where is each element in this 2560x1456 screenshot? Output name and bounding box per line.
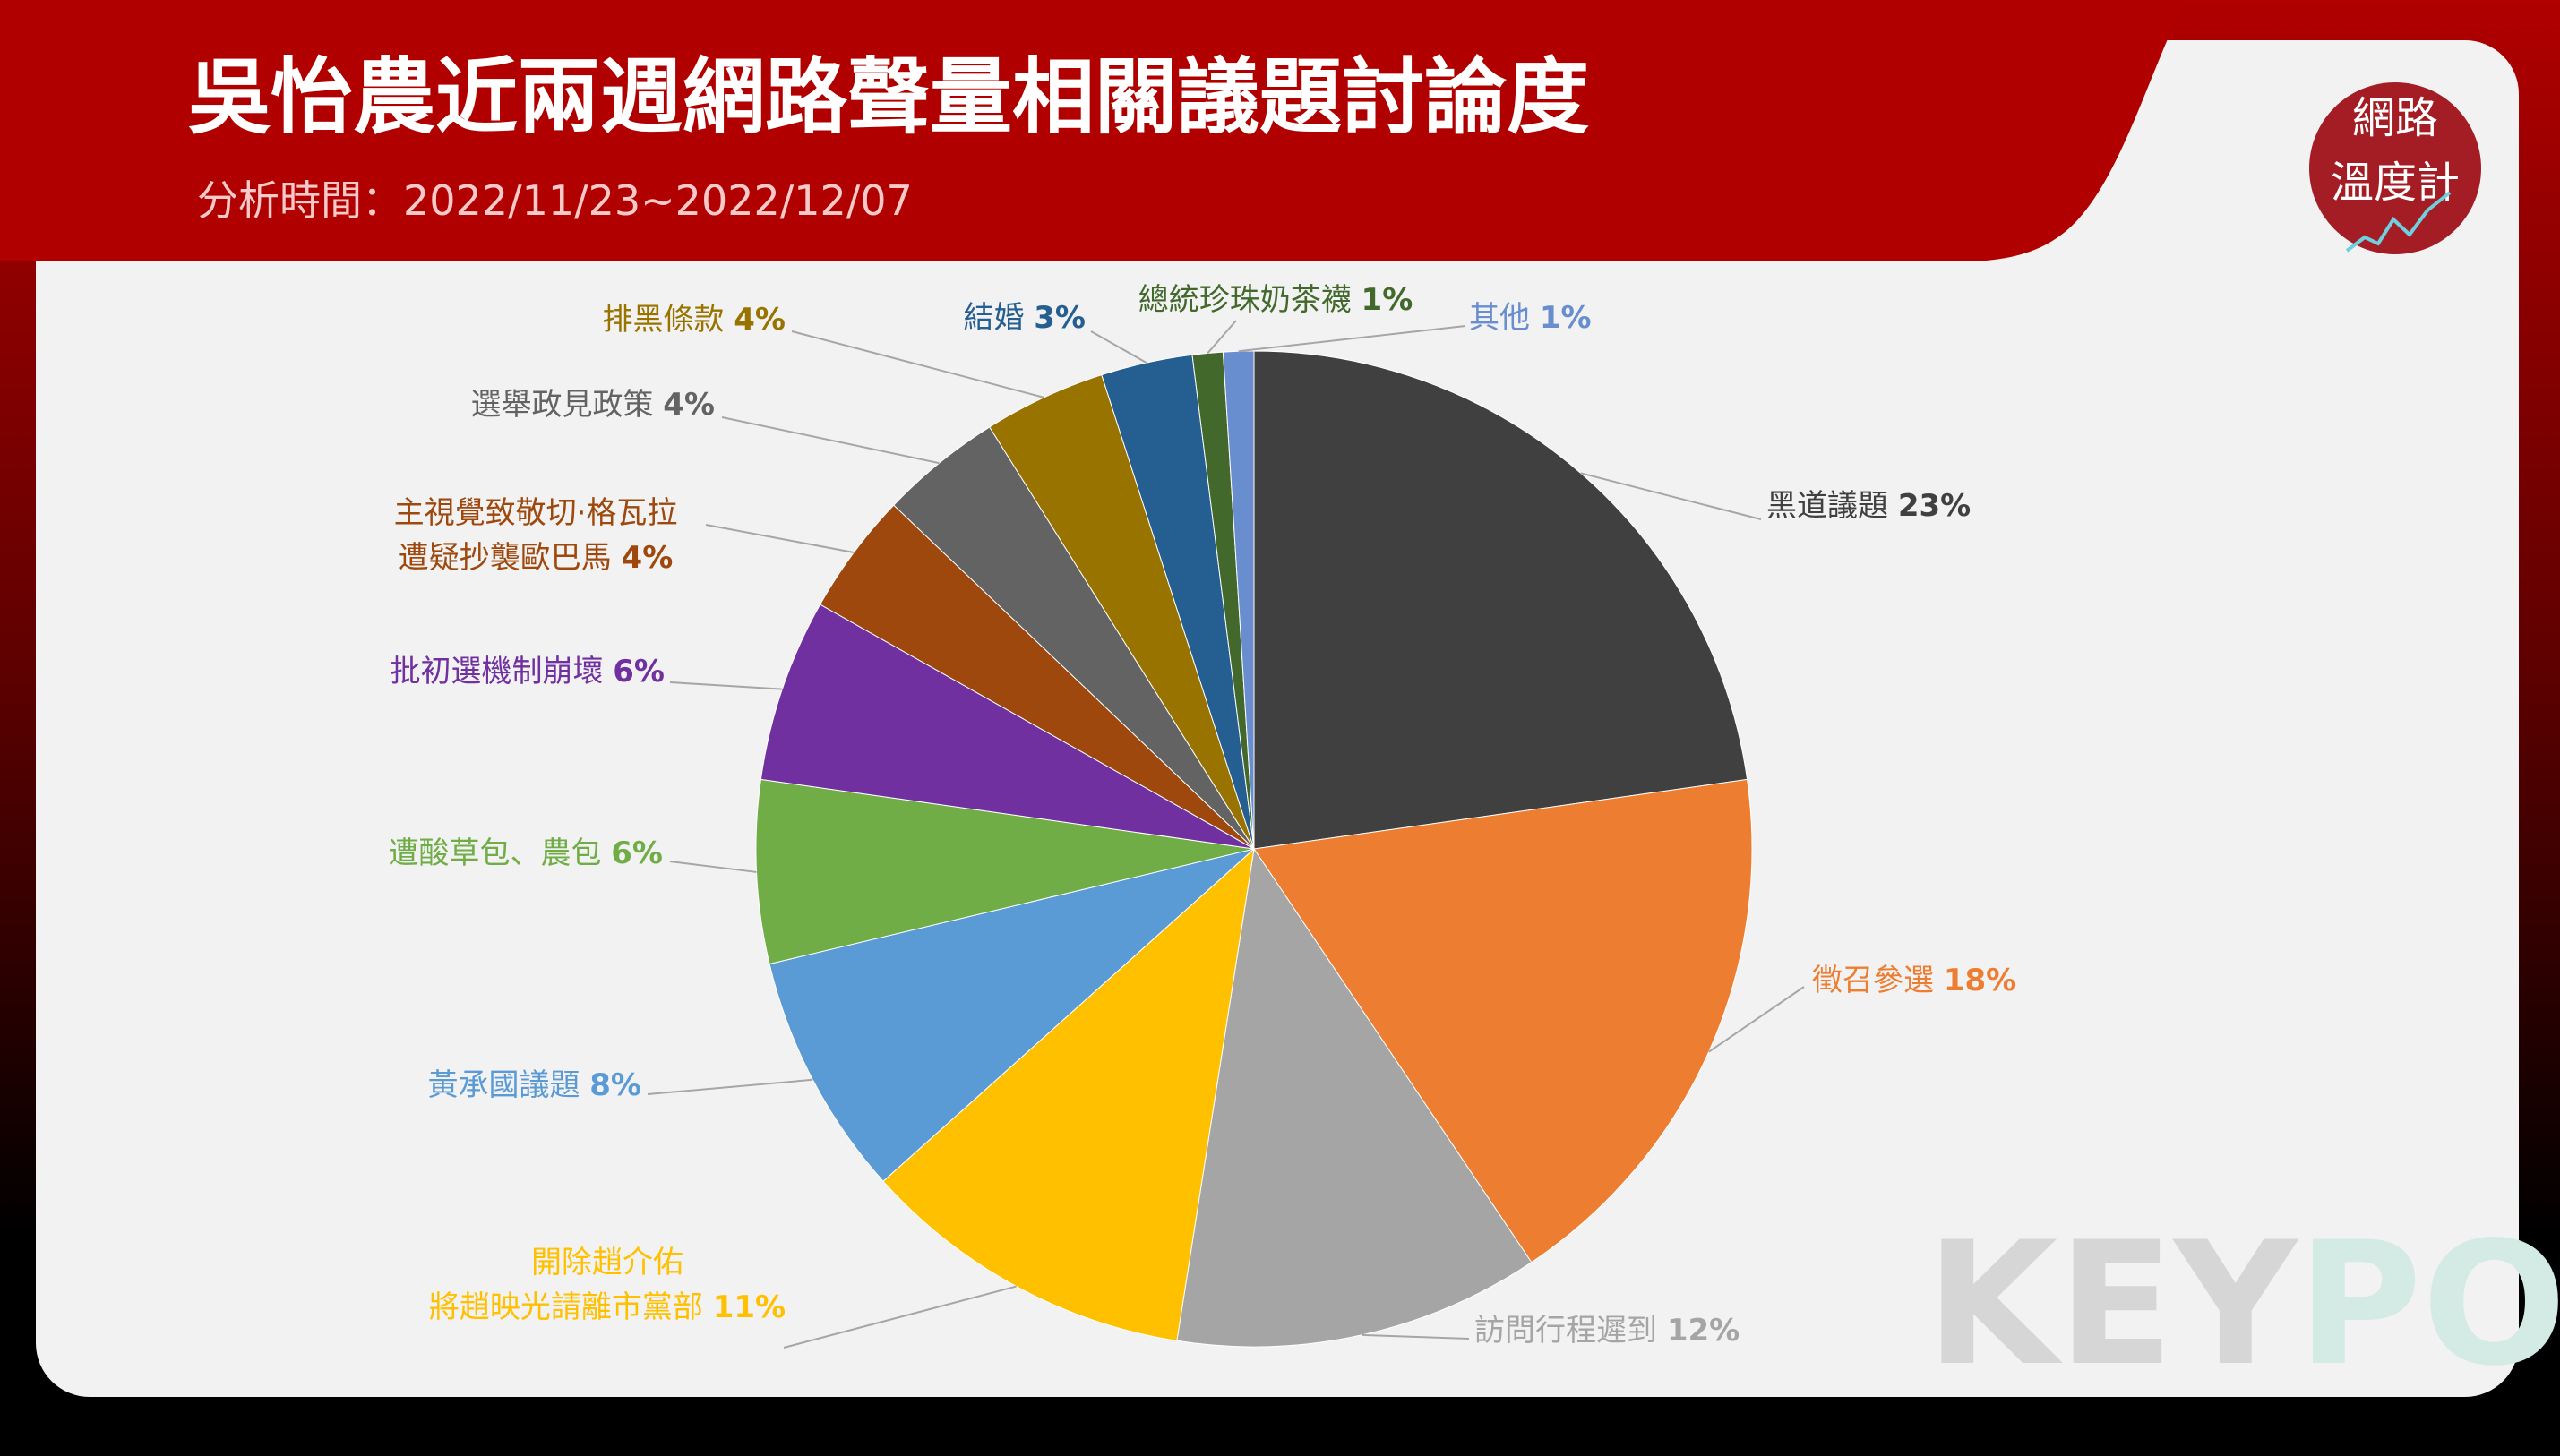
category-name: 排黑條款 [602,302,725,338]
value-label: 23% [1897,488,1972,524]
category-name: 其他 [1469,300,1530,336]
slice-label: 黃承國議題 8% [427,1063,641,1108]
pie-slice [882,847,1255,1341]
logo-text: 溫度計 [2331,158,2460,208]
slice-label: 開除趙介佑 將趙映光請離市黨部 11% [429,1240,786,1330]
logo-badge [2309,82,2481,254]
value-label: 6% [611,835,663,871]
leader-line [791,330,1044,398]
slice-label: 排黑條款 4% [602,297,786,342]
value-label: 11% [712,1289,786,1325]
value-label: 8% [589,1067,641,1103]
value-label: 6% [613,654,665,689]
leader-line [647,1078,813,1095]
logo-wave [2345,191,2452,253]
value-label: 3% [1034,300,1086,336]
slice-label: 遭酸草包、農包 6% [388,831,663,876]
category-name: 主視覺致敬切·格瓦拉 遭疑抄襲歐巴馬 [393,495,678,576]
pie-slice [760,604,1255,850]
leader-line [1207,320,1237,355]
category-name: 黑道議題 [1766,488,1888,524]
leader-line [1238,325,1466,353]
category-name: 結婚 [963,300,1025,336]
leader-line [1362,1333,1470,1340]
leader-line [1090,330,1147,364]
title: 吳怡農近兩週網路聲量相關議題討論度 [188,49,1589,145]
category-name: 徵召參選 [1812,963,1934,998]
slice-label: 徵召參選 18% [1812,958,2016,1003]
watermark-part: PO [2298,1205,2560,1403]
slice-label: 其他 1% [1469,295,1592,340]
category-name: 遭酸草包、農包 [388,835,602,871]
subtitle: 分析時間：2022/11/23~2022/12/07 [197,176,913,225]
category-name: 開除趙介佑 將趙映光請離市黨部 [428,1245,703,1325]
slice-label: 批初選機制崩壞 6% [390,649,665,694]
category-name: 批初選機制崩壞 [390,654,604,689]
value-label: 1% [1361,282,1413,318]
slice-label: 結婚 3% [963,295,1086,340]
leader-line [721,416,940,465]
value-label: 18% [1943,963,2017,998]
category-name: 總統珍珠奶茶襪 [1138,282,1352,318]
category-name: 黃承國議題 [427,1067,580,1103]
value-label: 4% [621,540,674,576]
logo-text: 網路 [2352,93,2438,143]
pie-slice [769,848,1255,1182]
slice-label: 訪問行程遲到 12% [1474,1308,1740,1353]
slice-label: 總統珍珠奶茶襪 1% [1138,278,1413,322]
value-label: 1% [1539,300,1592,336]
leader-line [669,861,757,873]
category-name: 訪問行程遲到 [1474,1313,1657,1349]
value-label: 4% [663,387,715,423]
pie-slice [1222,350,1255,850]
watermark: KEYPO [1926,1205,2560,1403]
slice-label: 黑道議題 23% [1766,484,1971,528]
pie-slice [1253,350,1748,850]
watermark-part: KEY [1926,1205,2299,1403]
value-label: 4% [734,302,786,338]
leader-line [669,681,783,690]
leader-line [1580,472,1762,520]
category-name: 選舉政見政策 [470,387,654,423]
leader-line [1708,986,1805,1053]
leader-line [705,524,855,553]
slice-label: 主視覺致敬切·格瓦拉 遭疑抄襲歐巴馬 4% [394,491,678,580]
header-band [0,0,2186,261]
value-label: 12% [1666,1313,1740,1349]
leader-line [783,1285,1017,1349]
slice-label: 選舉政見政策 4% [470,382,715,427]
pie-slice [755,778,1255,965]
